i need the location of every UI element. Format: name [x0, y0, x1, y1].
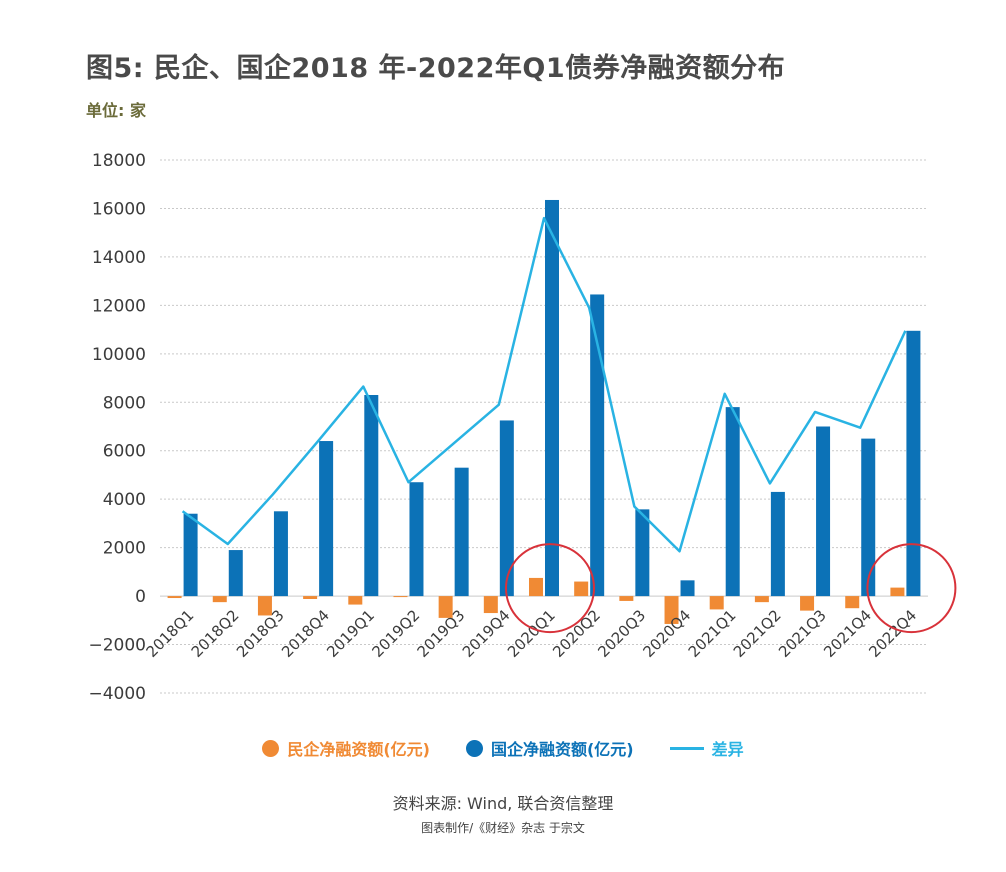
- bar-private: [483, 596, 498, 614]
- bar-state: [454, 467, 469, 597]
- unit-label: 单位: 家: [86, 101, 146, 120]
- bar-state: [635, 509, 650, 597]
- bar-private: [619, 596, 634, 601]
- bar-state: [319, 441, 334, 597]
- bar-state: [545, 199, 559, 597]
- x-tick-label: 2020Q3: [594, 606, 649, 661]
- bar-private: [890, 587, 905, 597]
- y-tick-label: 16000: [92, 199, 146, 219]
- chart-credit: 图表制作/《财经》杂志 于宗文: [421, 821, 585, 835]
- x-tick-label: 2018Q4: [278, 606, 333, 661]
- y-tick-label: 10000: [92, 345, 146, 365]
- bar-private: [438, 596, 453, 618]
- bar-state: [816, 426, 831, 597]
- x-tick-label: 2020Q2: [549, 606, 604, 661]
- line-diff: [181, 216, 907, 553]
- chart-title: 图5: 民企、国企2018 年-2022年Q1债券净融资额分布: [86, 53, 786, 84]
- legend-swatch-diff: [669, 746, 704, 750]
- bar-private: [257, 596, 272, 616]
- y-tick-label: 8000: [103, 393, 146, 413]
- legend-label-state: 国企净融资额(亿元): [490, 740, 634, 759]
- highlight-circle: [866, 543, 957, 634]
- legend-swatch-state: [465, 739, 483, 757]
- legend-item-state: 国企净融资额(亿元): [465, 736, 634, 760]
- bar-state: [499, 420, 514, 597]
- x-tick-label: 2021Q3: [775, 606, 830, 661]
- bar-state: [273, 511, 288, 597]
- bar-state: [680, 580, 695, 597]
- legend-item-private: 民企净融资额(亿元): [262, 736, 430, 760]
- y-tick-label: 0: [135, 587, 146, 607]
- bar-state: [770, 491, 785, 597]
- bar-private: [167, 596, 182, 599]
- y-tick-label: 6000: [103, 442, 146, 462]
- bar-state: [725, 407, 740, 597]
- x-tick-label: 2018Q2: [188, 606, 243, 661]
- bar-state: [183, 513, 198, 597]
- y-tick-label: 2000: [103, 539, 146, 559]
- y-tick-label: −2000: [88, 636, 146, 656]
- y-tick-label: 14000: [92, 248, 146, 268]
- x-tick-label: 2018Q1: [143, 606, 198, 661]
- bar-state: [409, 482, 424, 597]
- chart-legend: 民企净融资额(亿元) 国企净融资额(亿元) 差异: [0, 736, 1006, 760]
- x-tick-label: 2019Q1: [323, 606, 378, 661]
- bar-private: [574, 581, 589, 597]
- legend-label-private: 民企净融资额(亿元): [287, 740, 430, 759]
- legend-swatch-private: [262, 739, 280, 757]
- x-tick-label: 2021Q1: [685, 606, 740, 661]
- x-tick-label: 2019Q4: [459, 606, 514, 661]
- x-tick-label: 2020Q1: [504, 606, 559, 661]
- bar-state: [364, 395, 379, 597]
- bar-private: [529, 577, 543, 597]
- x-tick-label: 2019Q2: [368, 606, 423, 661]
- bar-state: [861, 438, 876, 597]
- bar-state: [228, 550, 243, 597]
- bar-private: [303, 596, 318, 599]
- x-tick-label: 2021Q4: [820, 606, 875, 661]
- bar-private: [664, 596, 679, 624]
- legend-label-diff: 差异: [711, 740, 744, 759]
- bar-private: [709, 596, 724, 610]
- bar-private: [800, 596, 815, 611]
- bar-private: [348, 596, 363, 605]
- x-tick-label: 2022Q4: [865, 606, 920, 661]
- y-tick-label: −4000: [88, 684, 146, 704]
- chart-area: 18000 16000 14000 12000 10000 8000 6000 4000 200…: [88, 151, 957, 704]
- bar-private: [212, 596, 227, 603]
- bar-private: [393, 596, 408, 598]
- legend-item-diff: 差异: [669, 736, 744, 760]
- y-tick-label: 18000: [92, 151, 146, 171]
- bar-state: [590, 294, 605, 597]
- bar-state: [906, 330, 921, 597]
- highlight-circle: [505, 543, 595, 634]
- bar-private: [845, 596, 860, 609]
- bar-private: [754, 596, 769, 603]
- y-tick-label: 12000: [92, 296, 146, 316]
- data-source: 资料来源: Wind, 联合资信整理: [392, 794, 614, 813]
- y-tick-label: 4000: [103, 490, 146, 510]
- x-tick-label: 2021Q2: [730, 606, 785, 661]
